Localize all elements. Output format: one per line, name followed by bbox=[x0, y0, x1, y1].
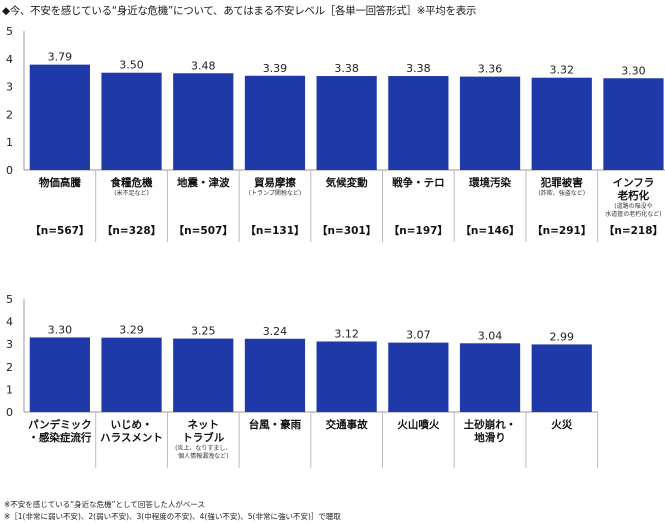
footnote-scale: ※［1(非常に弱い不安)、2(弱い不安)、3(中程度の不安)、4(強い不安)、5… bbox=[4, 512, 341, 521]
sample-size-label: 【n=218】 bbox=[604, 224, 663, 237]
y-tick-label: 0 bbox=[6, 164, 13, 177]
category-label: ハラスメント bbox=[100, 432, 163, 444]
sample-size-label: 【n=146】 bbox=[460, 224, 519, 237]
y-tick-label: 1 bbox=[6, 136, 13, 149]
category-label: 貿易摩擦 bbox=[254, 176, 296, 189]
category-label: インフラ bbox=[613, 177, 655, 189]
bar bbox=[603, 78, 664, 170]
bar bbox=[316, 341, 377, 412]
y-tick-label: 0 bbox=[6, 406, 13, 419]
data-label: 3.07 bbox=[406, 329, 431, 342]
category-label: いじめ・ bbox=[111, 419, 153, 431]
category-label: 気候変動 bbox=[325, 176, 368, 189]
category-subnote: (炎上、なりすまし、 bbox=[175, 444, 231, 452]
category-label: 犯罪被害 bbox=[540, 176, 583, 189]
data-label: 3.04 bbox=[478, 329, 503, 342]
footnote-base: ※不安を感じている“身近な危機”として回答した人がベース bbox=[4, 500, 205, 509]
category-label: パンデミック bbox=[28, 418, 92, 431]
chart-title: ◆今、不安を感じている“身近な危機”について、あてはまる不安レベル［各単一回答形… bbox=[2, 5, 477, 17]
y-tick-label: 4 bbox=[6, 53, 13, 66]
category-subnote: (詐欺、強盗など) bbox=[538, 189, 585, 197]
data-label: 3.24 bbox=[263, 325, 288, 338]
y-tick-label: 5 bbox=[6, 293, 13, 306]
sample-size-label: 【n=567】 bbox=[30, 224, 89, 237]
bar bbox=[244, 338, 306, 412]
data-label: 3.38 bbox=[334, 62, 359, 75]
category-label: 土砂崩れ・ bbox=[464, 418, 517, 431]
category-label: 老朽化 bbox=[617, 189, 650, 202]
y-tick-label: 2 bbox=[6, 361, 13, 374]
bar bbox=[244, 75, 306, 170]
data-label: 3.50 bbox=[119, 59, 144, 72]
bar bbox=[459, 76, 521, 170]
data-label: 3.38 bbox=[406, 62, 431, 75]
category-subnote: (トランプ関税など) bbox=[249, 189, 302, 197]
bar bbox=[531, 77, 592, 170]
category-label: 火災 bbox=[551, 419, 572, 431]
data-label: 3.29 bbox=[119, 324, 144, 337]
data-label: 3.30 bbox=[48, 323, 73, 336]
y-tick-label: 3 bbox=[6, 338, 13, 351]
data-label: 3.79 bbox=[48, 51, 73, 64]
sample-size-label: 【n=507】 bbox=[174, 224, 233, 237]
bar bbox=[29, 337, 90, 412]
data-label: 3.12 bbox=[334, 327, 359, 340]
sample-size-label: 【n=197】 bbox=[389, 224, 448, 237]
category-label: 環境汚染 bbox=[469, 176, 511, 189]
bar bbox=[101, 337, 162, 412]
category-label: 火山噴火 bbox=[397, 418, 439, 431]
category-label: 戦争・テロ bbox=[392, 176, 445, 189]
bar bbox=[316, 76, 377, 170]
category-subnote: (道路の陥没や bbox=[614, 202, 652, 210]
category-label: 物価高騰 bbox=[39, 176, 81, 189]
category-subnote: 水道管の老朽化など) bbox=[605, 210, 661, 218]
data-label: 3.36 bbox=[478, 63, 503, 76]
bar bbox=[531, 344, 592, 412]
sample-size-label: 【n=328】 bbox=[102, 224, 161, 237]
category-label: トラブル bbox=[182, 431, 224, 444]
bar bbox=[173, 73, 234, 170]
category-subnote: 個人情報漏洩など) bbox=[178, 452, 228, 460]
bar bbox=[459, 343, 521, 412]
bar bbox=[388, 76, 449, 170]
sample-size-label: 【n=291】 bbox=[532, 224, 591, 237]
category-label: ・感染症流行 bbox=[28, 431, 91, 444]
category-label: 食糧危機 bbox=[110, 176, 153, 189]
bar bbox=[101, 72, 162, 170]
bar-chart-1: 0 1 2 3 4 5 3.79 物価高騰【n=567】 3.50 食糧危機(米不足など) 【n=3… bbox=[6, 25, 665, 242]
y-tick-label: 1 bbox=[6, 383, 13, 396]
bar bbox=[29, 64, 90, 170]
category-label: 交通事故 bbox=[326, 418, 368, 431]
y-tick-label: 4 bbox=[6, 316, 13, 329]
data-label: 3.32 bbox=[550, 64, 575, 77]
bar-chart-2: 0123453.30パンデミック・感染症流行【n=173】3.29いじめ・ハラス… bbox=[6, 293, 599, 468]
data-label: 2.99 bbox=[550, 330, 575, 343]
sample-size-label: 【n=131】 bbox=[245, 224, 304, 237]
category-label: 地滑り bbox=[474, 431, 506, 444]
y-tick-label: 5 bbox=[6, 25, 13, 38]
data-label: 3.39 bbox=[263, 62, 288, 75]
bar bbox=[173, 338, 234, 412]
data-label: 3.25 bbox=[191, 325, 216, 338]
category-subnote: (米不足など) bbox=[114, 189, 149, 197]
data-label: 3.30 bbox=[621, 64, 646, 77]
category-label: 台風・豪雨 bbox=[249, 418, 302, 431]
data-label: 3.48 bbox=[191, 59, 216, 72]
y-tick-label: 2 bbox=[6, 108, 13, 121]
sample-size-label: 【n=301】 bbox=[317, 224, 376, 237]
bar bbox=[388, 342, 449, 412]
category-label: 地震・津波 bbox=[177, 176, 230, 189]
y-tick-label: 3 bbox=[6, 81, 13, 94]
category-label: ネット bbox=[188, 419, 220, 431]
